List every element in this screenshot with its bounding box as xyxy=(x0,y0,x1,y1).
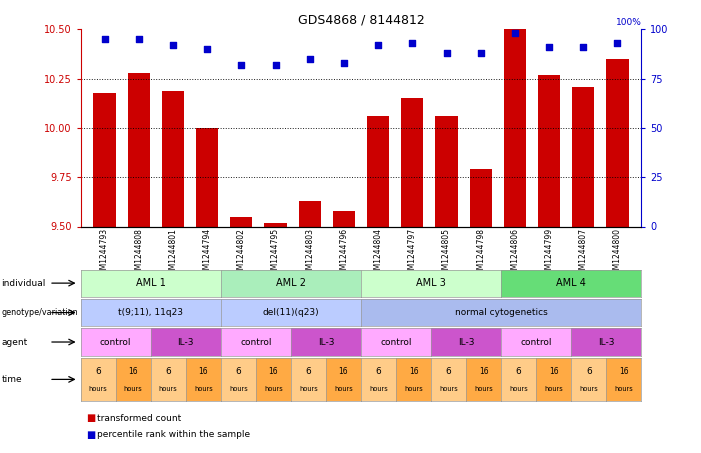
Text: ■: ■ xyxy=(86,414,95,424)
Bar xyxy=(435,116,458,226)
Text: hours: hours xyxy=(299,386,318,392)
Text: hours: hours xyxy=(89,386,107,392)
Text: 16: 16 xyxy=(619,367,629,376)
Point xyxy=(543,43,554,51)
Text: control: control xyxy=(521,337,552,347)
Bar xyxy=(367,116,389,226)
Text: transformed count: transformed count xyxy=(97,414,182,423)
Text: 6: 6 xyxy=(165,367,171,376)
Text: hours: hours xyxy=(580,386,598,392)
Text: 6: 6 xyxy=(446,367,451,376)
Bar xyxy=(504,29,526,226)
Point xyxy=(168,42,179,49)
Text: hours: hours xyxy=(264,386,283,392)
Bar xyxy=(538,75,560,226)
Text: 6: 6 xyxy=(516,367,522,376)
Text: 16: 16 xyxy=(128,367,138,376)
Text: hours: hours xyxy=(159,386,177,392)
Point xyxy=(304,55,315,63)
Text: control: control xyxy=(100,337,131,347)
Bar xyxy=(264,222,287,226)
Text: del(11)(q23): del(11)(q23) xyxy=(263,308,319,317)
Text: 6: 6 xyxy=(95,367,101,376)
Text: AML 1: AML 1 xyxy=(136,278,165,288)
Text: hours: hours xyxy=(404,386,423,392)
Point xyxy=(407,39,418,47)
Text: 16: 16 xyxy=(268,367,278,376)
Text: 16: 16 xyxy=(339,367,348,376)
Text: control: control xyxy=(240,337,271,347)
Point xyxy=(372,42,383,49)
Text: 16: 16 xyxy=(198,367,208,376)
Bar xyxy=(333,211,355,226)
Bar xyxy=(196,128,218,226)
Text: 16: 16 xyxy=(549,367,559,376)
Text: hours: hours xyxy=(369,386,388,392)
Text: AML 2: AML 2 xyxy=(276,278,306,288)
Text: 6: 6 xyxy=(376,367,381,376)
Text: hours: hours xyxy=(440,386,458,392)
Point xyxy=(201,45,212,53)
Text: hours: hours xyxy=(615,386,633,392)
Text: normal cytogenetics: normal cytogenetics xyxy=(455,308,547,317)
Point xyxy=(339,59,350,67)
Point xyxy=(133,36,144,43)
Text: IL-3: IL-3 xyxy=(318,337,334,347)
Text: 6: 6 xyxy=(586,367,592,376)
Point xyxy=(475,49,486,57)
Point xyxy=(612,39,623,47)
Bar xyxy=(230,217,252,226)
Text: IL-3: IL-3 xyxy=(598,337,615,347)
Text: t(9;11), 11q23: t(9;11), 11q23 xyxy=(118,308,183,317)
Text: control: control xyxy=(381,337,411,347)
Point xyxy=(578,43,589,51)
Text: 16: 16 xyxy=(409,367,418,376)
Point xyxy=(270,61,281,68)
Text: AML 4: AML 4 xyxy=(557,278,586,288)
Text: AML 3: AML 3 xyxy=(416,278,446,288)
Title: GDS4868 / 8144812: GDS4868 / 8144812 xyxy=(298,14,424,27)
Text: 6: 6 xyxy=(306,367,311,376)
Text: IL-3: IL-3 xyxy=(177,337,194,347)
Text: hours: hours xyxy=(510,386,528,392)
Text: time: time xyxy=(1,375,22,384)
Point xyxy=(441,49,452,57)
Text: hours: hours xyxy=(545,386,563,392)
Bar xyxy=(93,92,116,226)
Text: 16: 16 xyxy=(479,367,489,376)
Text: hours: hours xyxy=(229,386,247,392)
Text: hours: hours xyxy=(475,386,493,392)
Text: ■: ■ xyxy=(86,430,95,440)
Bar xyxy=(299,201,321,226)
Text: hours: hours xyxy=(124,386,142,392)
Text: 6: 6 xyxy=(236,367,241,376)
Text: hours: hours xyxy=(194,386,212,392)
Point xyxy=(510,30,521,37)
Bar xyxy=(572,87,594,226)
Text: percentile rank within the sample: percentile rank within the sample xyxy=(97,430,250,439)
Bar xyxy=(606,59,629,226)
Text: IL-3: IL-3 xyxy=(458,337,475,347)
Text: hours: hours xyxy=(334,386,353,392)
Bar xyxy=(401,98,423,226)
Text: genotype/variation: genotype/variation xyxy=(1,308,78,317)
Bar xyxy=(470,169,492,226)
Bar xyxy=(128,73,150,226)
Bar xyxy=(162,91,184,226)
Point xyxy=(99,36,110,43)
Text: individual: individual xyxy=(1,279,46,288)
Point xyxy=(236,61,247,68)
Text: 100%: 100% xyxy=(615,19,641,28)
Text: agent: agent xyxy=(1,337,27,347)
